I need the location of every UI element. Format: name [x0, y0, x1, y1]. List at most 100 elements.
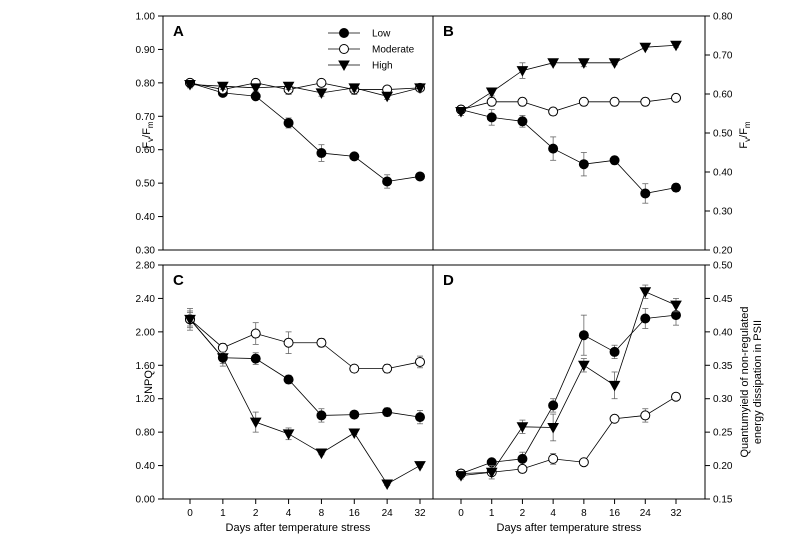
series-low: [456, 304, 681, 479]
data-point: [415, 412, 425, 423]
y-tick-label: 0.50: [136, 179, 156, 190]
legend-marker: [338, 60, 350, 72]
data-point: [382, 176, 393, 187]
data-point: [282, 429, 295, 440]
data-point: [609, 346, 620, 357]
series-line: [189, 82, 421, 182]
data-point: [486, 96, 497, 107]
plot-frame: [432, 15, 706, 251]
y-tick-label: 0.30: [713, 207, 733, 218]
data-point: [249, 83, 262, 94]
x-tick-label: 24: [640, 508, 652, 519]
x-tick-label: 8: [581, 508, 587, 519]
data-point: [184, 80, 196, 91]
data-point: [517, 96, 528, 107]
data-point: [547, 422, 559, 434]
x-tick-label: 1: [489, 508, 495, 519]
data-point: [640, 188, 651, 199]
data-point: [640, 96, 651, 107]
x-tick-label: 2: [520, 508, 526, 519]
data-point: [414, 461, 426, 472]
x-tick-label: 16: [349, 508, 361, 519]
y-tick-label: 0.80: [136, 78, 156, 89]
data-point: [282, 81, 295, 93]
y-axis-label: NPQ: [143, 370, 155, 394]
data-point: [547, 58, 559, 69]
x-axis-label: Days after temperature stress: [497, 522, 642, 534]
x-tick-label: 1: [220, 508, 226, 519]
data-point: [517, 116, 528, 127]
x-tick-label: 0: [187, 508, 193, 519]
y-tick-label: 0.50: [713, 261, 733, 272]
series-line: [460, 396, 677, 474]
data-point: [348, 428, 361, 440]
y-tick-label: 0.50: [713, 129, 733, 140]
x-tick-label: 32: [670, 508, 682, 519]
data-point: [184, 314, 196, 326]
y-tick-label: 0.40: [713, 168, 733, 179]
y-axis-label: Fv/Fm: [738, 121, 752, 149]
series-moderate: [456, 92, 681, 117]
x-tick-label: 16: [609, 508, 621, 519]
data-point: [578, 159, 589, 170]
y-tick-label: 0.45: [713, 294, 733, 305]
legend-entry-moderate: Moderate: [328, 44, 415, 56]
series-high: [455, 284, 682, 482]
data-point: [639, 42, 652, 54]
legend-entry-low: Low: [328, 28, 391, 40]
series-line: [460, 97, 677, 112]
y-tick-label: 0.40: [136, 212, 156, 223]
y-tick-label: 0.60: [136, 145, 156, 156]
data-point: [283, 117, 294, 128]
y-tick-label: 1.00: [136, 12, 156, 23]
data-point: [548, 400, 559, 411]
data-point: [316, 410, 327, 421]
x-tick-label: 8: [319, 508, 325, 519]
data-point: [548, 106, 559, 117]
data-point: [671, 92, 681, 103]
x-tick-label: 4: [286, 508, 292, 519]
x-tick-label: 2: [253, 508, 259, 519]
series-low: [456, 104, 681, 204]
x-tick-label: 4: [550, 508, 556, 519]
data-point: [250, 328, 261, 339]
x-tick-label: 32: [414, 508, 426, 519]
y-tick-label: 2.00: [136, 327, 156, 338]
x-axis-label: Days after temperature stress: [226, 522, 371, 534]
y-tick-label: 1.20: [136, 394, 156, 405]
data-point: [609, 155, 620, 166]
y-tick-label: 0.20: [713, 461, 733, 472]
legend-marker: [339, 28, 349, 38]
series-high: [184, 80, 426, 103]
data-point: [670, 300, 682, 312]
data-point: [283, 374, 294, 385]
data-point: [517, 453, 528, 464]
series-high: [184, 312, 426, 490]
data-point: [640, 410, 651, 421]
data-point: [578, 360, 590, 372]
y-tick-label: 0.00: [136, 495, 156, 506]
legend-entry-high: High: [328, 60, 393, 72]
data-point: [316, 148, 327, 159]
plot-frame: [432, 264, 706, 500]
data-point: [609, 96, 620, 107]
series-high: [455, 40, 682, 118]
data-point: [516, 66, 529, 77]
data-point: [639, 287, 652, 298]
series-low: [185, 310, 425, 425]
y-tick-label: 0.70: [136, 112, 156, 123]
series-moderate: [185, 308, 425, 374]
data-point: [415, 356, 425, 367]
data-point: [349, 409, 360, 420]
data-point: [609, 413, 620, 424]
y-tick-label: 0.90: [136, 45, 156, 56]
y-tick-label: 2.40: [136, 294, 156, 305]
panel-b: 0.20 0.30 0.40 0.50 0.60 0.70 0.80 B Fv/Fm: [432, 12, 752, 257]
panel-letter: B: [443, 23, 454, 40]
panel-a: 0.30 0.40 0.50 0.60 0.70 0.80 0.90 1.00 A Fv/Fm: [136, 12, 434, 257]
data-point: [217, 81, 229, 93]
data-point: [608, 58, 621, 69]
data-point: [283, 337, 294, 348]
data-point: [217, 353, 229, 364]
y-axis-label: Fv/Fm: [141, 121, 155, 149]
